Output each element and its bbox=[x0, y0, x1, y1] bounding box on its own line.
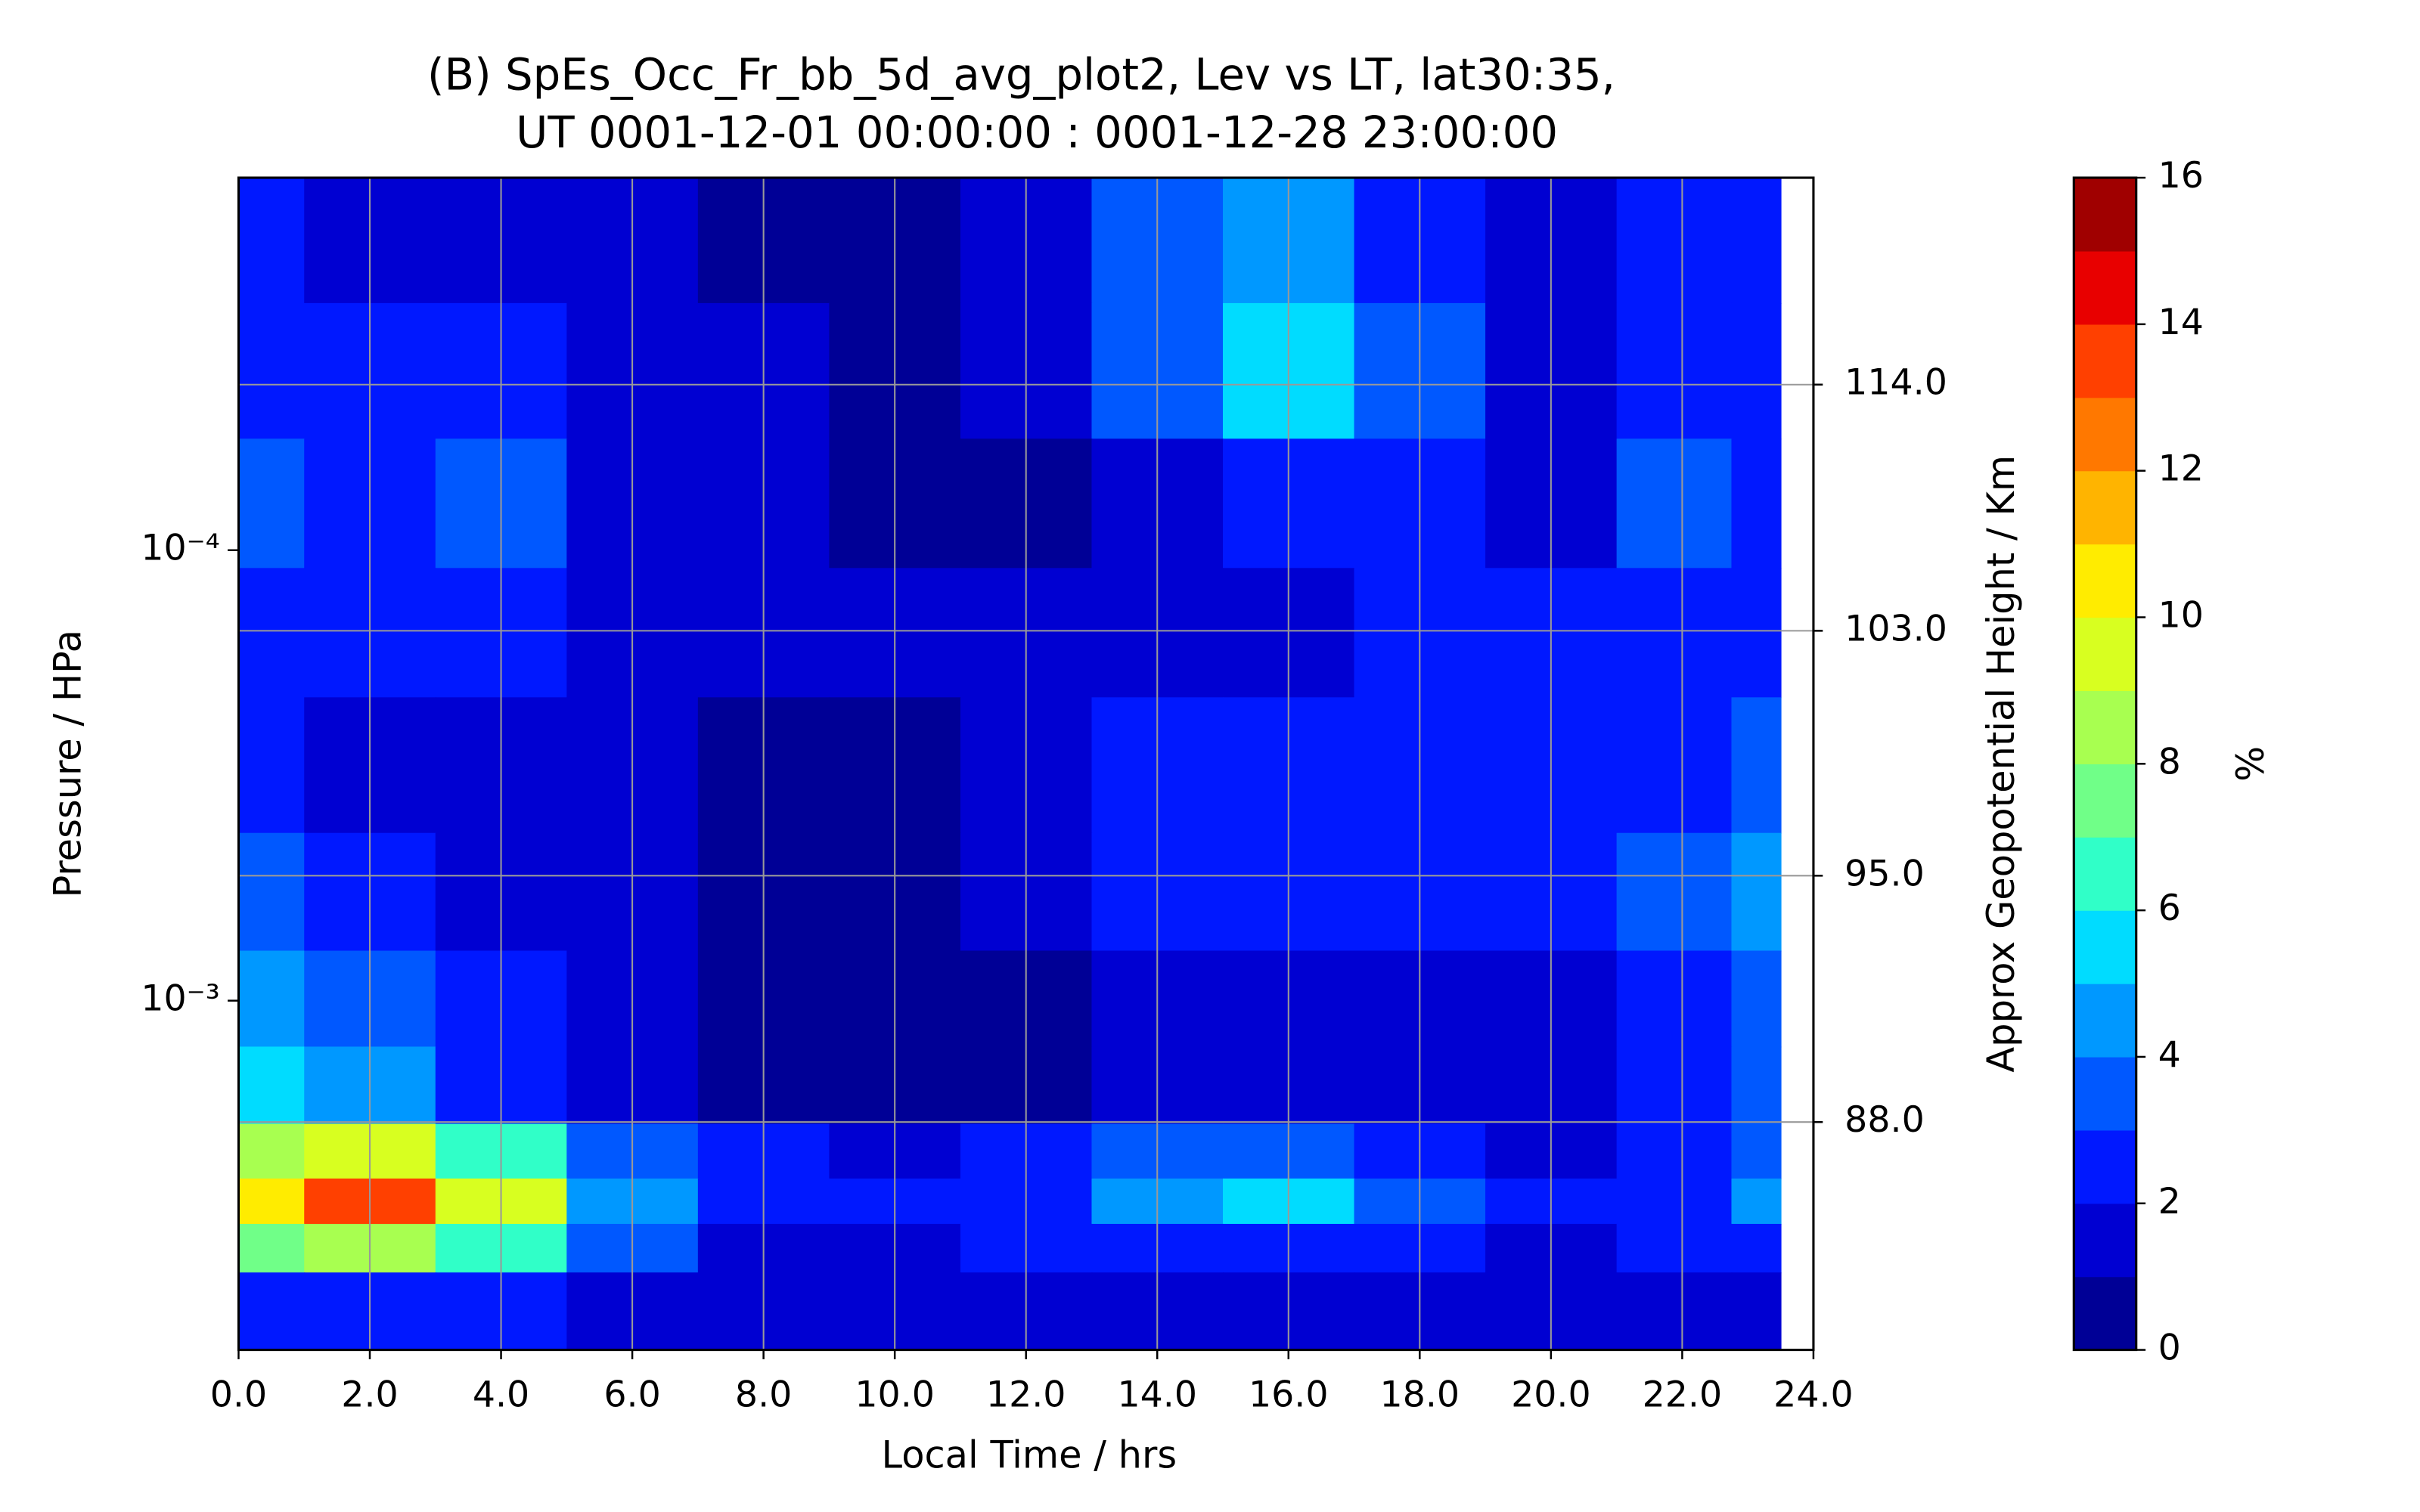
contour-cell bbox=[1731, 1123, 1782, 1179]
plot-frame bbox=[237, 176, 1815, 1352]
contour-cell bbox=[238, 1046, 306, 1125]
contour-cell bbox=[1616, 302, 1733, 440]
colorbar-swatch bbox=[2074, 470, 2136, 545]
contour-cell bbox=[238, 568, 306, 699]
colorbar-label: % bbox=[2229, 746, 2273, 782]
x-tick-label: 10.0 bbox=[855, 1374, 935, 1415]
colorbar-tick-label: 14 bbox=[2158, 302, 2204, 343]
colorbar-swatch bbox=[2074, 544, 2136, 618]
chart-title: UT 0001-12-01 00:00:00 : 0001-12-28 23:0… bbox=[516, 107, 1558, 158]
chart-title: (B) SpEs_Occ_Fr_bb_5d_avg_plot2, Lev vs … bbox=[427, 49, 1615, 101]
colorbar-swatch bbox=[2074, 690, 2136, 764]
x-axis-label: Local Time / hrs bbox=[882, 1433, 1177, 1476]
contour-cell bbox=[1731, 302, 1782, 440]
y-axis-label: Pressure / HPa bbox=[45, 630, 89, 897]
colorbar-swatch bbox=[2074, 1056, 2136, 1131]
contour-cell bbox=[1616, 1123, 1733, 1179]
y-tick-label: 10⁻³ bbox=[141, 978, 219, 1020]
y-tick-label: 10⁻⁴ bbox=[141, 528, 219, 569]
colorbar-tick-label: 2 bbox=[2158, 1181, 2181, 1222]
contour-cell bbox=[1616, 1178, 1733, 1225]
colorbar-swatch bbox=[2074, 397, 2136, 472]
contour-cell bbox=[1731, 438, 1782, 569]
x-tick-label: 0.0 bbox=[210, 1374, 267, 1415]
colorbar-tick-label: 8 bbox=[2158, 741, 2181, 782]
colorbar-tick-label: 10 bbox=[2158, 594, 2204, 636]
x-tick-label: 6.0 bbox=[603, 1374, 660, 1415]
y2-tick-label: 103.0 bbox=[1844, 608, 1947, 649]
contour-cell bbox=[1731, 1046, 1782, 1125]
x-tick-label: 8.0 bbox=[735, 1374, 792, 1415]
colorbar-swatch bbox=[2074, 178, 2136, 252]
contour-cell bbox=[1616, 950, 1733, 1048]
colorbar-swatch bbox=[2074, 837, 2136, 911]
contour-cell bbox=[1616, 568, 1733, 699]
colorbar-tick-label: 0 bbox=[2158, 1328, 2181, 1369]
contour-cell bbox=[238, 438, 306, 569]
colorbar-swatch bbox=[2074, 910, 2136, 984]
x-tick-label: 18.0 bbox=[1380, 1374, 1460, 1415]
contour-cell bbox=[1731, 568, 1782, 699]
colorbar-swatch bbox=[2074, 617, 2136, 692]
y2-axis-label: Approx Geopotential Height / Km bbox=[1979, 455, 2023, 1073]
y2-tick-label: 95.0 bbox=[1844, 853, 1925, 894]
x-tick-label: 12.0 bbox=[986, 1374, 1066, 1415]
contour-cell bbox=[1616, 438, 1733, 569]
contour-cell bbox=[238, 302, 306, 440]
colorbar-tick-label: 12 bbox=[2158, 448, 2204, 490]
y2-tick-label: 114.0 bbox=[1844, 362, 1947, 404]
contour-cell bbox=[238, 1178, 306, 1225]
colorbar-swatch bbox=[2074, 250, 2136, 325]
contour-cell bbox=[1616, 1046, 1733, 1125]
colorbar-swatch bbox=[2074, 1129, 2136, 1204]
colorbar-tick-label: 16 bbox=[2158, 155, 2204, 197]
contour-cell bbox=[1731, 832, 1782, 952]
colorbar-swatch bbox=[2074, 1203, 2136, 1278]
x-tick-label: 22.0 bbox=[1643, 1374, 1723, 1415]
contour-cell bbox=[238, 1272, 306, 1351]
x-tick-label: 2.0 bbox=[341, 1374, 398, 1415]
contour-cell bbox=[238, 1223, 306, 1274]
contour-cell bbox=[1731, 697, 1782, 834]
contour-cell bbox=[1616, 832, 1733, 952]
colorbar-tick-label: 4 bbox=[2158, 1034, 2181, 1076]
colorbar-swatch bbox=[2074, 324, 2136, 398]
x-tick-label: 16.0 bbox=[1249, 1374, 1329, 1415]
contour-cell bbox=[1731, 1178, 1782, 1225]
contour-cell bbox=[1616, 1223, 1733, 1274]
colorbar-swatch bbox=[2074, 984, 2136, 1058]
x-tick-label: 20.0 bbox=[1511, 1374, 1591, 1415]
contour-cell bbox=[1731, 1272, 1782, 1351]
contour-cell bbox=[1616, 178, 1733, 304]
contour-cell bbox=[1731, 178, 1782, 304]
contour-cell bbox=[238, 178, 306, 304]
colorbar-tick-label: 6 bbox=[2158, 888, 2181, 929]
y2-tick-label: 88.0 bbox=[1844, 1099, 1925, 1141]
x-tick-label: 24.0 bbox=[1773, 1374, 1854, 1415]
contour-cell bbox=[238, 697, 306, 834]
contour-cell bbox=[1731, 950, 1782, 1048]
contour-cell bbox=[238, 950, 306, 1048]
colorbar-swatch bbox=[2074, 764, 2136, 838]
x-tick-label: 4.0 bbox=[473, 1374, 529, 1415]
contour-cell bbox=[1731, 1223, 1782, 1274]
colorbar-swatch bbox=[2074, 1276, 2136, 1351]
contour-cell bbox=[238, 1123, 306, 1179]
contour-cell bbox=[1616, 1272, 1733, 1351]
contour-cell bbox=[1616, 697, 1733, 834]
colorbar-frame bbox=[2072, 176, 2138, 1352]
contour-cell bbox=[238, 832, 306, 952]
x-tick-label: 14.0 bbox=[1117, 1374, 1197, 1415]
